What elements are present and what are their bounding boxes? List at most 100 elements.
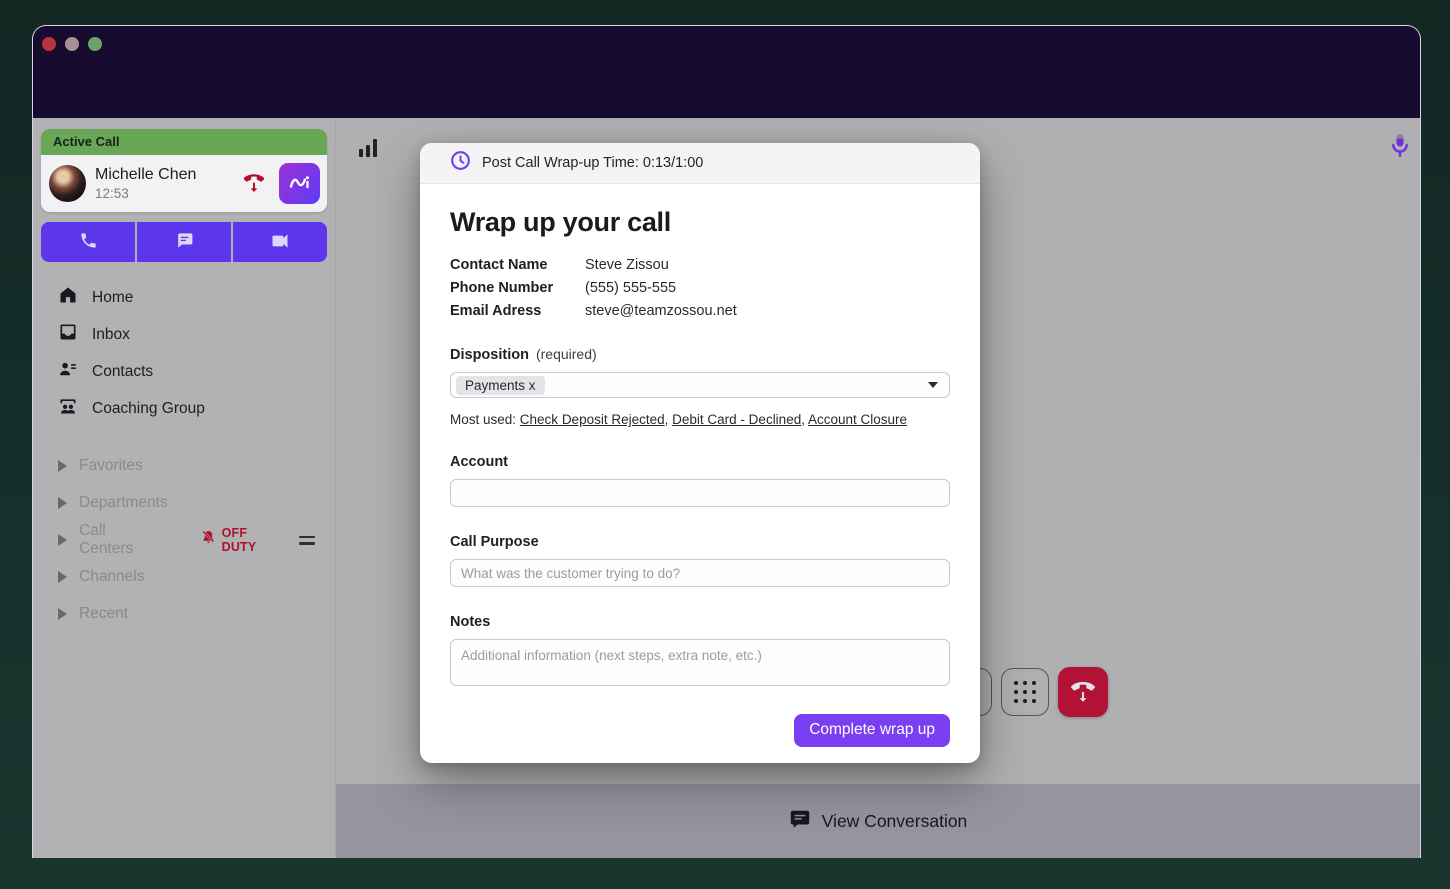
most-used-prefix: Most used: [450, 412, 517, 427]
notes-label: Notes [450, 614, 491, 630]
ai-assistant-button[interactable] [279, 163, 320, 204]
wrap-up-timer-bar: Post Call Wrap-up Time: 0:13/1:00 [420, 143, 980, 184]
microphone-icon[interactable] [1387, 132, 1413, 165]
disposition-label-row: Disposition (required) [450, 346, 950, 363]
contact-field-label: Email Adress [450, 303, 542, 319]
active-call-info: Michelle Chen 12:53 [95, 166, 196, 202]
call-action-buttons [41, 222, 327, 262]
most-used-link-check-deposit[interactable]: Check Deposit Rejected [519, 412, 665, 427]
dialpad-icon [1013, 680, 1037, 704]
sidebar-section-channels[interactable]: Channels [33, 566, 335, 588]
close-window-button[interactable] [42, 37, 56, 51]
wrap-up-timer-text: Post Call Wrap-up Time: 0:13/1:00 [482, 155, 704, 171]
notes-textarea[interactable] [450, 639, 950, 686]
contact-info: Contact Name Steve Zissou Phone Number (… [450, 257, 950, 319]
hang-up-button[interactable] [241, 171, 267, 197]
contacts-icon [58, 359, 78, 384]
bar-chart-icon[interactable] [356, 136, 380, 165]
account-label: Account [450, 454, 508, 470]
inbox-icon [58, 322, 78, 347]
window-titlebar [33, 26, 1420, 118]
wrap-up-form: Wrap up your call Contact Name Steve Zis… [420, 207, 980, 747]
zoom-window-button[interactable] [88, 37, 102, 51]
dialpad-button[interactable] [1001, 668, 1049, 716]
section-label: Channels [79, 568, 145, 585]
off-duty-badge: OFF DUTY [200, 526, 285, 554]
contact-field-label: Contact Name [450, 257, 548, 273]
contact-row: Contact Name Steve Zissou [450, 257, 950, 273]
separator: , [664, 412, 669, 427]
contact-field-label: Phone Number [450, 280, 554, 296]
modal-footer: Complete wrap up [450, 714, 950, 747]
hang-up-phone-icon [242, 171, 266, 196]
chevron-right-icon [58, 497, 67, 509]
sidebar-sections: Favorites Departments Call Centers OFF D… [33, 455, 335, 625]
contact-field-value: steve@teamzossou.net [585, 303, 737, 319]
off-duty-label: OFF DUTY [221, 526, 257, 554]
sidebar-section-call-centers[interactable]: Call Centers OFF DUTY [33, 522, 335, 557]
sidebar-section-departments[interactable]: Departments [33, 492, 335, 514]
disposition-select[interactable]: Payments x [450, 372, 950, 398]
section-label: Recent [79, 605, 129, 622]
sidebar: Active Call Michelle Chen 12:53 [33, 118, 336, 858]
active-call-card: Active Call Michelle Chen 12:53 [41, 129, 327, 212]
contact-field-value: (555) 555-555 [585, 280, 677, 296]
disposition-tag[interactable]: Payments x [456, 375, 545, 395]
section-label: Departments [79, 494, 168, 511]
modal-title: Wrap up your call [450, 207, 671, 237]
separator: , [801, 412, 805, 427]
chevron-right-icon [58, 460, 67, 472]
traffic-lights [42, 37, 102, 51]
bell-slash-icon [200, 529, 217, 551]
active-call-header: Active Call [41, 129, 327, 155]
call-purpose-label: Call Purpose [450, 534, 539, 550]
sidebar-item-coaching-group[interactable]: Coaching Group [33, 390, 335, 427]
contact-row: Email Adress steve@teamzossou.net [450, 303, 950, 319]
account-label-row: Account [450, 454, 950, 470]
video-camera-icon [270, 231, 290, 254]
contact-field-value: Steve Zissou [585, 257, 669, 273]
home-icon [58, 285, 78, 310]
end-call-button[interactable] [1058, 667, 1108, 717]
avatar [49, 165, 86, 202]
call-purpose-label-row: Call Purpose [450, 534, 950, 550]
contact-row: Phone Number (555) 555-555 [450, 280, 950, 296]
sidebar-item-contacts[interactable]: Contacts [33, 353, 335, 390]
sidebar-section-favorites[interactable]: Favorites [33, 455, 335, 477]
caller-name: Michelle Chen [95, 165, 197, 183]
notes-label-row: Notes [450, 614, 950, 630]
view-conversation-bar[interactable]: View Conversation [336, 784, 1420, 858]
sidebar-item-inbox[interactable]: Inbox [33, 316, 335, 353]
hang-up-phone-icon [1069, 678, 1097, 707]
sidebar-item-home[interactable]: Home [33, 279, 335, 316]
account-input[interactable] [450, 479, 950, 507]
wrap-up-modal: Post Call Wrap-up Time: 0:13/1:00 Wrap u… [420, 143, 980, 763]
complete-wrap-up-button[interactable]: Complete wrap up [794, 714, 950, 747]
sidebar-nav: Home Inbox Contacts [33, 279, 335, 427]
reorder-handle-icon[interactable] [299, 535, 315, 545]
message-button[interactable] [137, 222, 231, 262]
chat-icon [789, 808, 811, 835]
active-call-contact-row: Michelle Chen 12:53 [41, 155, 327, 212]
required-indicator: (required) [535, 346, 597, 362]
most-used-link-debit-card[interactable]: Debit Card - Declined [672, 412, 802, 427]
sidebar-item-label: Coaching Group [92, 399, 205, 417]
call-button[interactable] [41, 222, 135, 262]
disposition-label: Disposition [450, 347, 529, 363]
call-purpose-input[interactable] [450, 559, 950, 587]
sidebar-section-recent[interactable]: Recent [33, 603, 335, 625]
group-icon [58, 396, 78, 421]
sidebar-item-label: Contacts [92, 362, 154, 380]
most-used-link-account-closure[interactable]: Account Closure [808, 412, 908, 427]
minimize-window-button[interactable] [65, 37, 79, 51]
sidebar-item-label: Inbox [92, 325, 130, 343]
chevron-right-icon [58, 608, 67, 620]
view-conversation-label: View Conversation [821, 811, 968, 831]
ai-logo-icon [287, 171, 313, 196]
chevron-down-icon [928, 382, 938, 388]
phone-icon [79, 231, 98, 253]
call-duration: 12:53 [95, 185, 129, 201]
most-used-row: Most used: Check Deposit Rejected, Debit… [450, 412, 950, 427]
chevron-right-icon [58, 534, 67, 546]
video-button[interactable] [233, 222, 327, 262]
